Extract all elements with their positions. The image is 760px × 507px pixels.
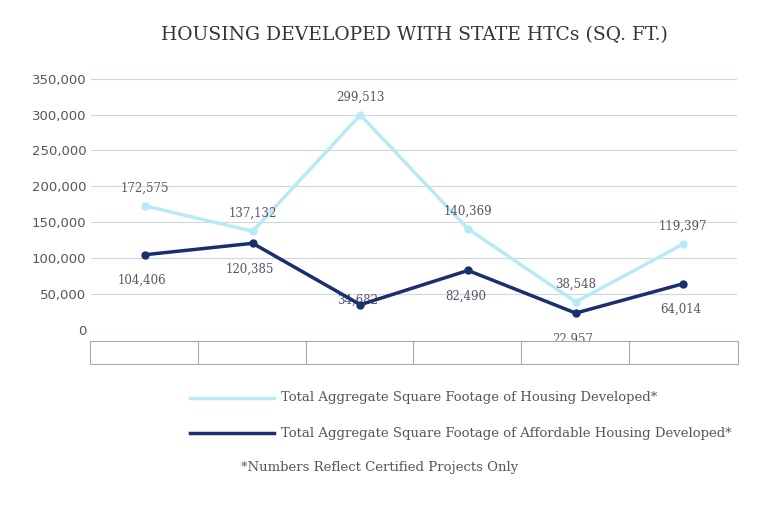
Text: Total Aggregate Square Footage of Affordable Housing Developed*: Total Aggregate Square Footage of Afford… [281, 427, 732, 440]
Title: HOUSING DEVELOPED WITH STATE HTCs (SQ. FT.): HOUSING DEVELOPED WITH STATE HTCs (SQ. F… [161, 26, 667, 44]
Text: Total Aggregate Square Footage of Housing Developed*: Total Aggregate Square Footage of Housin… [281, 391, 657, 405]
Total Aggregate Square Footage of Affordable Housing Developed* [679, 281, 688, 287]
Text: 137,132: 137,132 [229, 207, 277, 220]
Text: Feb. 2020: Feb. 2020 [650, 346, 717, 359]
Text: 64,014: 64,014 [660, 303, 701, 316]
Text: 172,575: 172,575 [121, 182, 169, 195]
Text: Feb. 2019: Feb. 2019 [543, 346, 609, 359]
Total Aggregate Square Footage of Housing Developed* [141, 203, 150, 209]
Text: 299,513: 299,513 [336, 91, 385, 104]
Text: 22,957: 22,957 [553, 333, 594, 346]
Total Aggregate Square Footage of Affordable Housing Developed* [248, 240, 257, 246]
Text: 82,490: 82,490 [445, 290, 486, 303]
Text: Feb. 2016: Feb. 2016 [220, 346, 286, 359]
Text: Feb. 2017: Feb. 2017 [327, 346, 394, 359]
Total Aggregate Square Footage of Affordable Housing Developed* [571, 310, 580, 316]
Total Aggregate Square Footage of Housing Developed* [464, 226, 473, 232]
Total Aggregate Square Footage of Housing Developed* [679, 241, 688, 247]
Text: 140,369: 140,369 [444, 205, 492, 218]
Text: 34,682: 34,682 [337, 294, 378, 307]
Total Aggregate Square Footage of Affordable Housing Developed* [464, 267, 473, 273]
Text: Feb. 2015: Feb. 2015 [112, 346, 179, 359]
Total Aggregate Square Footage of Affordable Housing Developed* [141, 251, 150, 258]
Text: Feb. 2018: Feb. 2018 [435, 346, 502, 359]
Text: 38,548: 38,548 [556, 278, 596, 291]
Text: *Numbers Reflect Certified Projects Only: *Numbers Reflect Certified Projects Only [242, 461, 518, 474]
Line: Total Aggregate Square Footage of Affordable Housing Developed*: Total Aggregate Square Footage of Afford… [141, 240, 687, 316]
Line: Total Aggregate Square Footage of Housing Developed*: Total Aggregate Square Footage of Housin… [141, 112, 687, 305]
Total Aggregate Square Footage of Housing Developed* [571, 299, 580, 305]
Total Aggregate Square Footage of Housing Developed* [248, 228, 257, 234]
Total Aggregate Square Footage of Housing Developed* [356, 112, 365, 118]
Total Aggregate Square Footage of Affordable Housing Developed* [356, 302, 365, 308]
Text: 104,406: 104,406 [118, 274, 166, 287]
Text: 120,385: 120,385 [226, 263, 274, 276]
Text: 119,397: 119,397 [659, 220, 708, 233]
